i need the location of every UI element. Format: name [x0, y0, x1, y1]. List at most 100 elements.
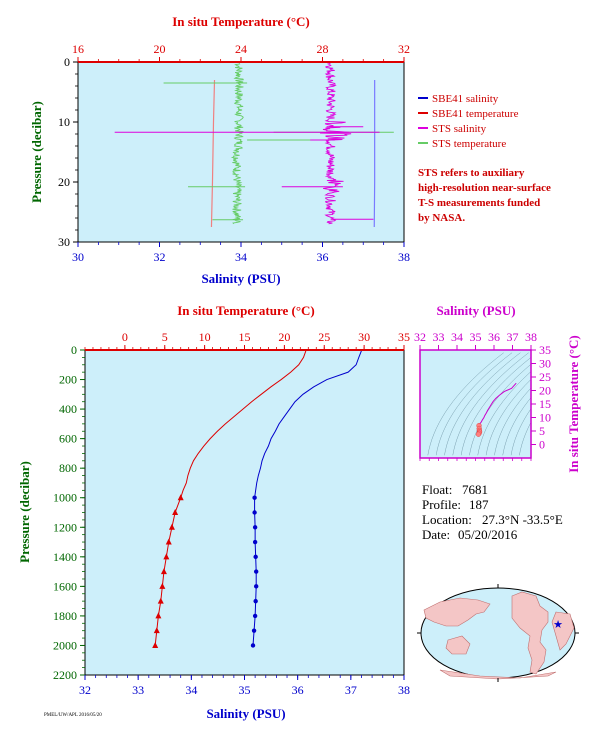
profile-salinity-marker: [252, 495, 257, 500]
ts-top-axis-label: Salinity (PSU): [436, 303, 515, 318]
profile-pressure-tick-label: 0: [71, 343, 77, 357]
profile-temperature-marker: [153, 627, 160, 634]
profile-pressure-tick-label: 2200: [53, 668, 77, 682]
footer-credit: PMEL/UW/APL 2016/05/20: [44, 713, 102, 718]
profile-top-axis-label: In situ Temperature (°C): [177, 303, 315, 318]
profile-temp-tick-label: 15: [239, 330, 251, 344]
ts-plot-area: [420, 350, 531, 458]
profile-salinity-marker: [252, 539, 258, 545]
legend-sts-temperature: STS temperature: [432, 138, 506, 150]
surface-temp-tick-label: 28: [317, 42, 329, 56]
ts-sal-tick-label: 36: [488, 330, 500, 344]
ts-density-contours: [427, 352, 531, 456]
surface-pressure-tick-label: 10: [58, 115, 70, 129]
profile-salinity-marker: [252, 510, 257, 515]
profile-sal-tick-label: 34: [185, 683, 197, 697]
profile-salinity-marker: [251, 628, 257, 633]
surface-axes: 16 20 24 28 32 30 32 34 36 38 0 10 20 30: [58, 42, 410, 264]
surface-temp-tick-label: 16: [72, 42, 84, 56]
ts-sal-tick-label: 33: [433, 330, 445, 344]
surface-sal-tick-label: 30: [72, 250, 84, 264]
profile-salinity-marker: [253, 554, 258, 560]
profile-pressure-tick-label: 2000: [53, 638, 77, 652]
profile-pressure-tick-label: 200: [59, 373, 77, 387]
legend-sts-salinity: STS salinity: [432, 123, 487, 135]
ts-sal-tick-label: 37: [507, 330, 519, 344]
surface-sal-tick-label: 38: [398, 250, 410, 264]
ts-temp-tick-label: 20: [539, 384, 551, 398]
float-value: 7681: [462, 482, 488, 497]
surface-plot-area: [78, 62, 404, 242]
location-value: 27.3°N -33.5°E: [482, 512, 563, 527]
ts-density-contour: [477, 371, 531, 456]
profile-temperature-marker: [177, 494, 184, 501]
float-location-marker: ★: [553, 619, 563, 631]
ts-temp-tick-label: 0: [539, 438, 545, 452]
ts-temp-tick-label: 10: [539, 411, 551, 425]
surface-pressure-tick-label: 20: [58, 175, 70, 189]
profile-pressure-tick-label: 1000: [53, 491, 77, 505]
ts-sal-tick-label: 34: [451, 330, 463, 344]
world-map: ★: [417, 584, 579, 682]
sts-note-line-3: T-S measurements funded: [418, 197, 540, 209]
profile-plot-area: [85, 350, 404, 675]
sts-note: STS refers to auxiliary high-resolution …: [418, 167, 551, 224]
surface-panel: 16 20 24 28 32 30 32 34 36 38 0 10 20 30 In situ Temp…: [29, 14, 410, 286]
profile-sal-tick-label: 37: [345, 683, 357, 697]
ts-temp-tick-label: 15: [539, 397, 551, 411]
profile-pressure-tick-label: 1200: [53, 520, 77, 534]
legend-sbe41-temperature: SBE41 temperature: [432, 108, 519, 120]
profile-salinity-marker: [252, 613, 258, 619]
profile-temperature-marker: [155, 612, 162, 619]
ts-density-contour: [435, 352, 513, 456]
ts-density-contour: [469, 363, 531, 456]
surface-pressure-tick-label: 0: [64, 55, 70, 69]
surface-left-axis-label: Pressure (decibar): [29, 101, 44, 203]
ts-sal-tick-label: 35: [470, 330, 482, 344]
profile-pressure-tick-label: 800: [59, 461, 77, 475]
map-land-antarctica: [439, 669, 557, 680]
profile-pressure-tick-label: 1600: [53, 579, 77, 593]
map-land-americas: [511, 591, 549, 675]
profile-panel: 0 5 10 15 20 25 30 35 32 33 34 35 36 37 38 0 200 400 600 80…: [17, 303, 410, 721]
profile-sal-tick-label: 32: [79, 683, 91, 697]
surface-pressure-tick-label: 30: [58, 235, 70, 249]
ts-temp-tick-label: 5: [539, 424, 545, 438]
sts-note-line-1: STS refers to auxiliary: [418, 167, 525, 179]
profile-salinity-marker: [253, 569, 259, 574]
legend-sbe41-salinity: SBE41 salinity: [432, 93, 499, 105]
profile-value: 187: [469, 497, 489, 512]
surface-top-axis-label: In situ Temperature (°C): [172, 14, 310, 29]
profile-pressure-tick-label: 1400: [53, 550, 77, 564]
profile-pressure-tick-label: 1800: [53, 609, 77, 623]
ts-density-contour: [485, 379, 531, 456]
surface-temp-tick-label: 32: [398, 42, 410, 56]
profile-temperature-marker: [157, 597, 164, 604]
profile-label: Profile:: [422, 497, 461, 512]
ts-point: [475, 431, 482, 437]
ts-density-contour: [427, 352, 504, 456]
profile-temperature-marker: [163, 553, 170, 560]
ts-points: [475, 382, 517, 437]
profile-temperature-marker: [159, 582, 166, 589]
profile-pressure-tick-label: 600: [59, 432, 77, 446]
profile-salinity-marker: [253, 584, 259, 589]
float-info: Float: 7681 Profile: 187 Location: 27.3°…: [422, 482, 563, 542]
profile-axes: 0 5 10 15 20 25 30 35 32 33 34 35 36 37 38 0 200 400 600 80…: [53, 330, 410, 697]
surface-bottom-axis-label: Salinity (PSU): [201, 271, 280, 286]
ts-temp-tick-label: 25: [539, 370, 551, 384]
map-land-eurasia: [423, 597, 491, 627]
ts-density-contour: [460, 357, 531, 456]
profile-temperature-marker: [168, 523, 175, 530]
surface-legend: SBE41 salinity SBE41 temperature STS sal…: [418, 93, 519, 150]
sts-note-line-4: by NASA.: [418, 212, 465, 224]
surface-temp-tick-label: 20: [154, 42, 166, 56]
profile-temp-tick-label: 5: [162, 330, 168, 344]
profile-pressure-tick-label: 400: [59, 402, 77, 416]
ts-sal-tick-label: 38: [525, 330, 537, 344]
ts-density-contour: [519, 421, 531, 456]
map-land-australia: [445, 635, 471, 655]
profile-temp-tick-label: 20: [278, 330, 290, 344]
ts-density-contour: [510, 408, 531, 456]
